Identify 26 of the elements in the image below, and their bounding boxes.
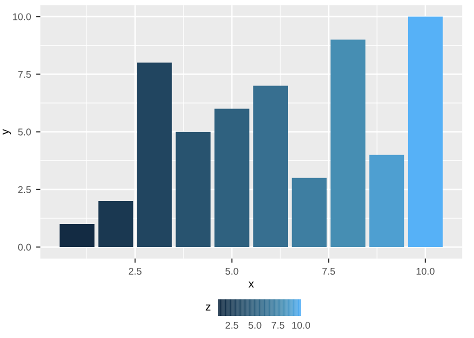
bar [253, 86, 288, 248]
color-bar-title: z [206, 304, 210, 310]
bar [369, 154, 404, 248]
x-tick-label: 10.0 [416, 268, 434, 275]
bar [176, 132, 211, 248]
bar [214, 108, 250, 248]
y-axis-title: y [2, 129, 11, 135]
y-tick-label: 2.5 [18, 186, 31, 194]
x-axis-title: x [248, 282, 254, 288]
bar [137, 62, 172, 248]
y-tick-label: 0.0 [18, 244, 31, 251]
bar [292, 178, 327, 248]
bar [408, 16, 443, 248]
color-bar-label: 10.0 [292, 322, 310, 329]
color-bar-label: 5.0 [248, 322, 262, 329]
x-tick-label: 2.5 [128, 268, 142, 275]
bar [98, 200, 134, 248]
y-tick-label: 5.0 [18, 128, 31, 136]
x-tick-label: 5.0 [226, 268, 238, 275]
y-tick-label: 10.0 [13, 13, 31, 20]
y-tick-label: 7.5 [18, 71, 31, 78]
bar [60, 224, 94, 248]
bar [330, 40, 366, 248]
color-bar-label: 7.5 [272, 322, 284, 329]
color-bar-label: 2.5 [226, 322, 238, 329]
x-tick-label: 7.5 [322, 268, 335, 275]
